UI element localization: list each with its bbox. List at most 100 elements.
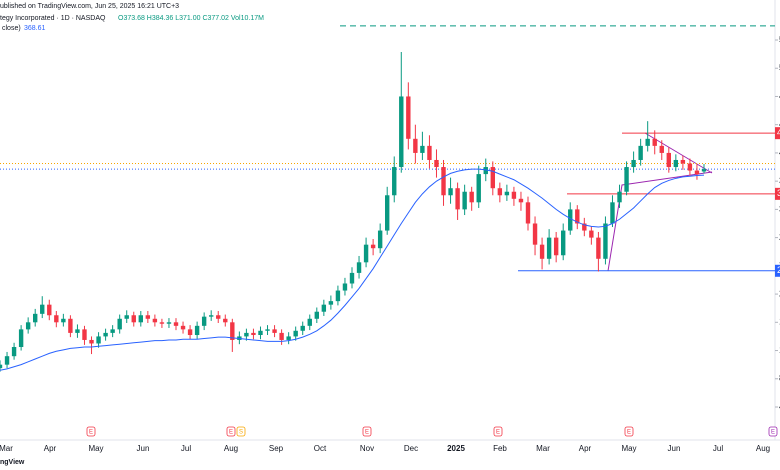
candle-body [96, 336, 101, 344]
candle-body [427, 145, 432, 160]
candle-body [40, 304, 45, 314]
candle-body [138, 315, 143, 323]
candle-body [47, 304, 52, 316]
candle-body [518, 198, 524, 203]
candle-body [335, 290, 341, 302]
ohlc-info: O373.68 H384.36 L371.00 C377.02 Vol10.17… [118, 15, 264, 22]
candle-body [61, 318, 66, 323]
symbol-info: tegy Incorporated · 1D · NASDAQ [0, 15, 106, 22]
candle-body [230, 322, 235, 340]
x-tick-label: Nov [360, 444, 374, 453]
candle-body [124, 315, 129, 319]
candle-body [497, 188, 503, 196]
x-tick-label: Jul [713, 444, 723, 453]
candle-body [166, 322, 172, 324]
candle-body [659, 145, 664, 153]
candle-body [328, 301, 334, 305]
candle-body [624, 167, 629, 192]
candle-body [399, 96, 404, 168]
event-marker [768, 426, 778, 437]
ma-value: 368.61 [24, 25, 46, 32]
moving-average-line [0, 168, 705, 371]
event-marker [493, 426, 503, 437]
candle-body [110, 329, 115, 333]
candle-body [307, 318, 312, 326]
candle-body [666, 152, 671, 168]
candle-body [476, 174, 481, 203]
event-marker [624, 426, 634, 437]
x-tick-label: Jul [181, 444, 191, 453]
candle-body [504, 191, 510, 196]
ma-label: close) [2, 25, 21, 32]
candle-body [314, 311, 319, 319]
candle-body [258, 330, 263, 336]
event-label: E [89, 430, 93, 436]
level-label: 3 [777, 188, 780, 198]
candle-body [448, 188, 453, 196]
x-tick-label: Mar [536, 444, 550, 453]
x-tick-label: May [88, 444, 103, 453]
candle-body [469, 191, 474, 203]
candle-body [483, 167, 488, 175]
event-label: S [239, 430, 243, 436]
candle-body [173, 322, 179, 326]
candle-body [223, 318, 228, 323]
candle-body [645, 138, 650, 146]
candle-body [209, 315, 214, 317]
candle-body [525, 202, 531, 224]
candle-body [652, 138, 657, 146]
event-label: E [229, 430, 233, 436]
candle-body [370, 244, 376, 249]
x-tick-label: Oct [314, 444, 327, 453]
candle-body [300, 325, 305, 331]
level-label-box [775, 264, 780, 277]
candle-body [159, 322, 165, 324]
x-tick-label: Sep [269, 444, 284, 453]
candle-body [687, 163, 693, 171]
level-label: 4 [777, 128, 780, 138]
candle-body [680, 159, 686, 164]
candle-body [265, 329, 270, 331]
candle-body [617, 191, 622, 203]
candle-body [187, 329, 193, 336]
candle-body [272, 329, 277, 333]
x-tick-label: Jun [137, 444, 150, 453]
candle-body [68, 318, 73, 333]
candle-body [82, 329, 87, 340]
candle-body [363, 244, 369, 263]
candle-body [462, 191, 467, 210]
candle-body [342, 283, 348, 291]
x-tick-label: 2025 [447, 444, 465, 453]
level-label-box [775, 187, 780, 200]
event-label: E [627, 430, 631, 436]
candle-body [511, 191, 517, 199]
candle-body [575, 209, 580, 224]
candle-body [194, 325, 200, 336]
pattern-line [607, 171, 713, 272]
candle-body [131, 315, 136, 323]
x-tick-label: Feb [493, 444, 507, 453]
candle-body [631, 159, 636, 168]
candle-body [377, 230, 383, 249]
candle-body [603, 223, 608, 259]
candle-body [201, 316, 207, 326]
event-marker [226, 426, 236, 437]
candle-body [589, 230, 594, 238]
candle-body [286, 336, 291, 340]
candle-body [349, 272, 355, 284]
event-label: E [771, 430, 775, 436]
candle-body [25, 322, 31, 330]
candle-body [701, 169, 707, 172]
candle-body [420, 145, 425, 153]
candle-body [638, 145, 643, 160]
x-tick-label: Aug [756, 444, 770, 453]
x-tick-label: May [621, 444, 636, 453]
event-label: E [365, 430, 369, 436]
candle-body [455, 188, 460, 210]
candle-body [596, 237, 601, 259]
candle-body [434, 159, 439, 168]
event-label: E [496, 430, 500, 436]
candle-body [356, 262, 362, 273]
candle-body [694, 170, 700, 175]
